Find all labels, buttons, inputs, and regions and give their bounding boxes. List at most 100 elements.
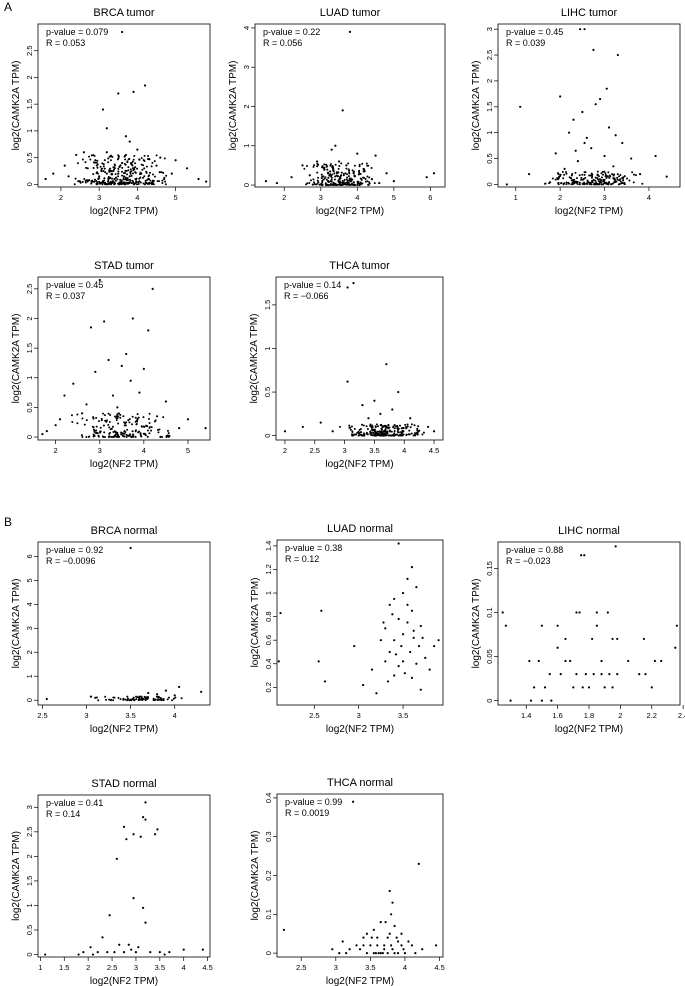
data-point	[416, 433, 419, 436]
data-point	[127, 178, 130, 181]
data-point	[128, 418, 131, 421]
data-point	[400, 944, 403, 947]
data-point	[348, 179, 351, 182]
data-point	[114, 435, 117, 438]
data-point	[103, 159, 106, 162]
data-point	[92, 417, 95, 420]
data-point	[101, 108, 105, 111]
data-point	[121, 174, 124, 177]
data-point	[124, 169, 127, 172]
x-tick-label: 3.5	[155, 963, 165, 972]
data-point	[129, 171, 132, 174]
chart-thca-tumor: THCA tumor 2 2.5 3 3.5 4 4.5 0 0.5 1 1.5 log2(NF2 T…	[249, 260, 444, 470]
data-point	[52, 172, 55, 175]
data-point	[114, 173, 117, 176]
data-point	[365, 932, 369, 935]
data-point	[103, 167, 106, 170]
data-point	[382, 432, 385, 435]
data-point	[100, 417, 103, 420]
data-point	[137, 182, 140, 185]
data-point	[67, 175, 70, 178]
data-point	[359, 181, 362, 184]
data-point	[578, 174, 581, 177]
data-point	[134, 429, 137, 432]
data-point	[138, 180, 141, 183]
data-point	[178, 685, 181, 689]
data-point	[393, 639, 396, 642]
x-tick-label: 2.5	[296, 963, 306, 972]
data-point	[101, 183, 104, 186]
data-point	[83, 423, 86, 426]
data-point	[138, 158, 141, 161]
x-tick-label: 4	[142, 446, 146, 455]
y-axis-label: log2(CAMK2A TPM)	[471, 61, 482, 151]
data-point	[366, 180, 369, 183]
data-point	[416, 427, 419, 430]
data-point	[71, 420, 74, 423]
plot-frame	[37, 276, 211, 441]
data-point	[108, 421, 111, 424]
data-point	[605, 177, 608, 180]
y-tick-label: 3	[485, 27, 494, 31]
data-point	[409, 650, 412, 654]
plot-frame	[37, 23, 211, 188]
data-point	[592, 178, 595, 181]
x-tick-label: 2	[54, 446, 58, 455]
data-point	[96, 163, 99, 166]
data-point	[395, 936, 398, 939]
x-axis-label: log2(NF2 TPM)	[555, 724, 623, 735]
data-point	[554, 152, 557, 155]
data-point	[143, 84, 147, 87]
data-point	[382, 621, 385, 624]
data-point	[129, 546, 132, 550]
data-point	[346, 173, 349, 176]
data-point	[340, 171, 343, 174]
data-point	[117, 92, 120, 95]
data-point	[394, 653, 398, 656]
data-point	[559, 95, 562, 98]
data-point	[437, 639, 440, 642]
data-point	[128, 181, 131, 184]
data-point	[116, 413, 119, 416]
data-point	[321, 181, 324, 184]
data-point	[417, 430, 420, 433]
data-point	[148, 157, 151, 160]
data-point	[607, 126, 611, 129]
y-tick-label: 0.5	[25, 402, 34, 412]
data-point	[603, 154, 606, 158]
x-axis-label: log2(NF2 TPM)	[90, 976, 158, 986]
data-point	[320, 609, 323, 612]
data-point	[602, 183, 605, 186]
data-point	[675, 624, 678, 627]
data-point	[393, 674, 396, 677]
data-point	[365, 952, 369, 955]
data-point	[84, 181, 87, 184]
data-point	[403, 952, 407, 955]
data-point	[607, 171, 610, 174]
data-point	[123, 435, 126, 438]
data-point	[166, 698, 169, 701]
y-tick-label: 1.5	[25, 99, 34, 109]
x-tick-label: 5	[174, 193, 178, 202]
data-point	[383, 944, 386, 947]
data-point	[417, 644, 421, 648]
data-point	[123, 175, 126, 178]
data-point	[112, 430, 115, 433]
panel-letter-a: A	[4, 0, 13, 14]
data-point	[356, 180, 359, 183]
chart-title: THCA tumor	[329, 260, 390, 272]
data-point	[166, 435, 169, 438]
r-value-text: R = 0.037	[46, 291, 85, 301]
data-point	[370, 936, 373, 939]
data-point	[373, 399, 376, 402]
data-point	[409, 426, 412, 429]
data-point	[80, 434, 83, 437]
data-point	[389, 434, 392, 437]
data-point	[398, 424, 401, 427]
x-tick-label: 3	[334, 963, 338, 972]
data-point	[117, 172, 120, 175]
p-value-text: p-value = 0.45	[46, 280, 103, 290]
data-point	[621, 181, 624, 184]
data-point	[567, 182, 570, 185]
data-point	[139, 173, 142, 176]
